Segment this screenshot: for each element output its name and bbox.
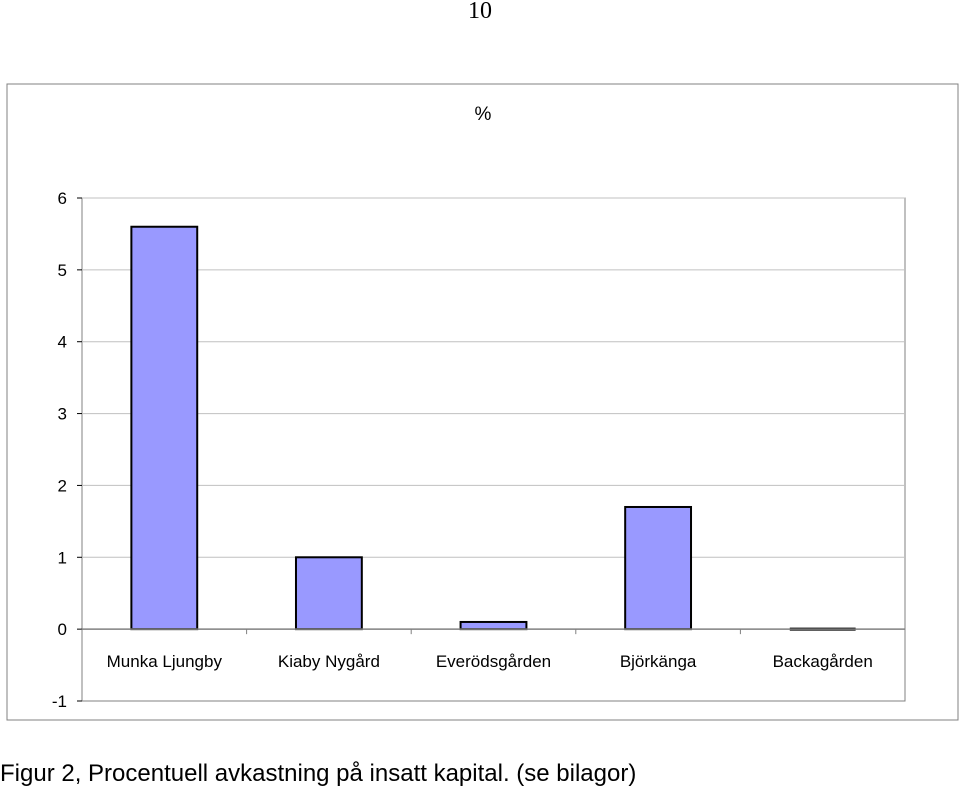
y-tick-label: 1 (58, 548, 67, 567)
bar (130, 225, 199, 631)
x-category-label: Backagården (773, 652, 873, 671)
bar (459, 620, 528, 631)
y-tick-label: 4 (58, 333, 67, 352)
chart-title: % (475, 104, 492, 125)
y-axis-ticks: -1 0 1 2 3 4 5 6 (52, 189, 82, 711)
x-axis-labels: Munka Ljungby Kiaby Nygård Everödsgården Bj… (107, 652, 873, 671)
y-tick-label: 0 (58, 620, 67, 639)
x-category-label: Munka Ljungby (107, 652, 223, 671)
x-category-label: Kiaby Nygård (278, 652, 380, 671)
figure-caption: Figur 2, Procentuell avkastning på insat… (0, 760, 637, 787)
y-tick-label: 6 (58, 189, 67, 208)
x-category-label: Everödsgården (436, 652, 551, 671)
y-tick-label: 5 (58, 261, 67, 280)
bar-chart: % -1 0 1 2 3 4 5 6 Munka Ljungby Kiaby Nygård Eve… (6, 83, 959, 721)
grid-lines (82, 197, 905, 558)
bar (624, 505, 693, 631)
y-tick-label: 3 (58, 405, 67, 424)
y-tick-label: -1 (52, 692, 67, 711)
bar (294, 556, 363, 631)
bars (130, 225, 856, 631)
page-number: 10 (468, 0, 492, 24)
x-axis (81, 628, 906, 635)
y-tick-label: 2 (58, 476, 67, 495)
x-category-label: Björkänga (620, 652, 697, 671)
